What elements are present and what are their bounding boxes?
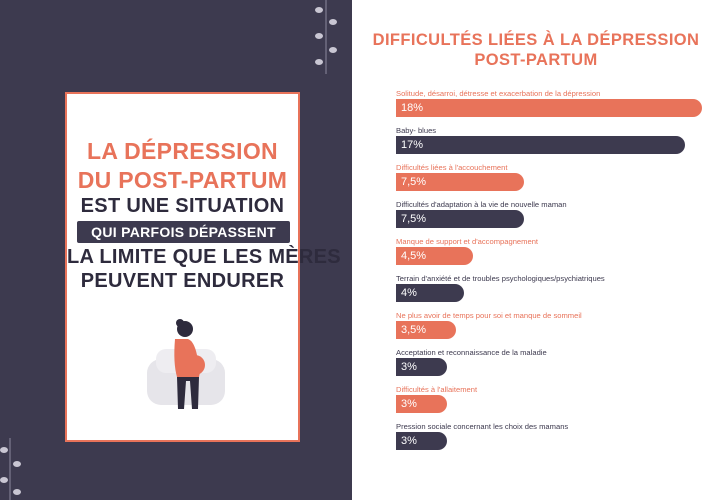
- bar: [396, 321, 456, 339]
- headline-line-4: QUI PARFOIS DÉPASSENT: [77, 221, 290, 243]
- pregnant-woman-illustration-icon: [147, 319, 225, 409]
- category-label: Terrain d'anxiété et de troubles psychol…: [396, 274, 605, 283]
- value-label: 4,5%: [401, 250, 427, 262]
- category-label: Solitude, désarroi, détresse et exacerba…: [396, 89, 601, 98]
- category-label: Baby- blues: [396, 126, 437, 135]
- headline-line-6: PEUVENT ENDURER: [80, 270, 285, 292]
- value-label: 3%: [401, 435, 417, 447]
- bar: [396, 136, 685, 154]
- category-label: Ne plus avoir de temps pour soi et manqu…: [396, 311, 582, 320]
- headline-line-2: DU POST-PARTUM: [77, 167, 288, 193]
- value-label: 3%: [401, 398, 417, 410]
- bar: [396, 173, 524, 191]
- value-label: 4%: [401, 287, 417, 299]
- bar: [396, 247, 473, 265]
- chart-area: DIFFICULTÉS LIÉES À LA DÉPRESSION POST-P…: [352, 0, 720, 500]
- chart-title-line-1: DIFFICULTÉS LIÉES À LA DÉPRESSION: [372, 31, 700, 49]
- category-label: Pression sociale concernant les choix de…: [396, 422, 569, 431]
- value-label: 17%: [401, 139, 424, 151]
- headline-line-1: LA DÉPRESSION: [87, 138, 278, 164]
- bar: [396, 432, 447, 450]
- category-label: Difficultés d'adaptation à la vie de nou…: [396, 200, 567, 209]
- branch-decoration-icon: [315, 0, 337, 74]
- bar: [396, 99, 702, 117]
- category-label: Acceptation et reconnaissance de la mala…: [396, 348, 547, 357]
- category-label: Difficultés liées à l'accouchement: [396, 163, 508, 172]
- value-label: 3%: [401, 361, 417, 373]
- branch-decoration-bottom-icon: [0, 438, 21, 500]
- left-panel: LA DÉPRESSION DU POST-PARTUM EST UNE SIT…: [0, 0, 352, 500]
- bar: [396, 395, 447, 413]
- poster-card: LA DÉPRESSION DU POST-PARTUM EST UNE SIT…: [65, 92, 341, 442]
- category-label: Difficultés à l'allaitement: [396, 385, 478, 394]
- bar: [396, 210, 524, 228]
- headline-line-5: LA LIMITE QUE LES MÈRES: [67, 246, 341, 268]
- value-label: 7,5%: [401, 213, 427, 225]
- value-label: 18%: [401, 102, 424, 114]
- category-label: Manque de support et d'accompagnement: [396, 237, 539, 246]
- chart-title-line-2: POST-PARTUM: [474, 51, 598, 69]
- bar: [396, 358, 447, 376]
- value-label: 7,5%: [401, 176, 427, 188]
- bar: [396, 284, 464, 302]
- value-label: 3,5%: [401, 324, 427, 336]
- headline-line-3: EST UNE SITUATION: [80, 195, 285, 217]
